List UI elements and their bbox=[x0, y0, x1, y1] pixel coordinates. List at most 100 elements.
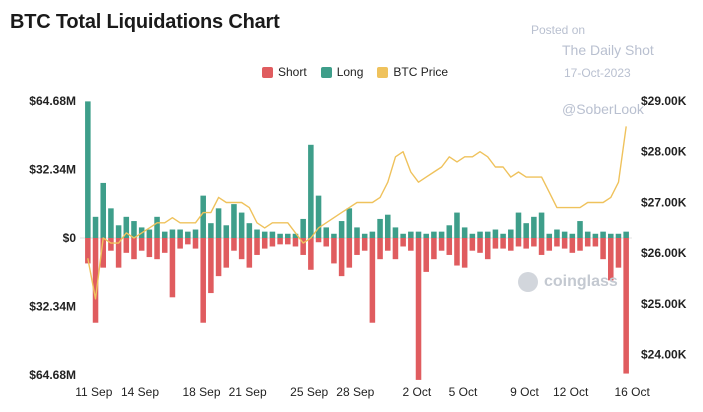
long-bar bbox=[415, 231, 422, 238]
short-bar bbox=[461, 238, 468, 268]
short-bar bbox=[431, 238, 437, 260]
long-bar bbox=[292, 233, 299, 238]
left-axis-tick-label: $32.34M bbox=[29, 163, 76, 177]
long-bar bbox=[577, 221, 583, 238]
short-bar bbox=[500, 238, 506, 249]
x-axis-tick-label: 14 Sep bbox=[121, 385, 159, 399]
long-bar bbox=[600, 231, 606, 238]
short-bar bbox=[361, 238, 368, 251]
long-bar bbox=[92, 216, 99, 238]
long-bar bbox=[346, 208, 353, 238]
short-bar bbox=[108, 238, 114, 251]
short-bar bbox=[123, 238, 130, 253]
long-bar bbox=[269, 231, 276, 238]
long-bar bbox=[177, 229, 183, 238]
short-bar bbox=[285, 238, 291, 245]
short-bar bbox=[484, 238, 491, 260]
long-bar bbox=[569, 233, 576, 238]
short-bar bbox=[508, 238, 514, 251]
short-bar bbox=[223, 238, 230, 268]
long-bar bbox=[154, 216, 160, 238]
short-bar bbox=[569, 238, 576, 253]
short-bar bbox=[377, 238, 383, 260]
short-bar bbox=[346, 238, 353, 268]
x-axis-tick-label: 16 Oct bbox=[614, 385, 650, 399]
long-bar bbox=[161, 231, 168, 238]
short-bar bbox=[177, 238, 183, 249]
long-bar bbox=[423, 233, 429, 238]
watermark-posted-on: Posted on bbox=[531, 23, 586, 37]
short-bar bbox=[469, 238, 476, 251]
short-bar bbox=[561, 238, 568, 249]
x-axis-tick-label: 28 Sep bbox=[336, 385, 374, 399]
short-bar bbox=[200, 238, 206, 323]
legend-long[interactable]: Long bbox=[320, 65, 363, 79]
legend-swatch-price bbox=[377, 66, 389, 78]
long-bar bbox=[523, 223, 529, 238]
left-axis-tick-label: $32.34M bbox=[29, 300, 76, 314]
x-axis-tick-label: 25 Sep bbox=[290, 385, 328, 399]
long-bar bbox=[469, 233, 476, 238]
long-bar bbox=[554, 229, 560, 238]
long-bar bbox=[123, 216, 130, 238]
short-bar bbox=[415, 238, 422, 380]
long-bar bbox=[608, 233, 614, 238]
x-axis-tick-label: 21 Sep bbox=[229, 385, 267, 399]
short-bar bbox=[523, 238, 529, 249]
right-axis-tick-label: $25.00K bbox=[641, 297, 687, 311]
left-axis-tick-label: $0 bbox=[63, 231, 77, 245]
short-bar bbox=[308, 238, 314, 270]
short-bar bbox=[261, 238, 268, 249]
coinglass-brand-text: coinglass bbox=[544, 273, 618, 290]
long-bar bbox=[231, 204, 237, 238]
short-bar bbox=[131, 238, 137, 260]
short-bar bbox=[300, 238, 306, 255]
long-bar bbox=[392, 227, 399, 238]
short-bar bbox=[546, 238, 553, 251]
short-bar bbox=[384, 238, 391, 251]
long-bar bbox=[623, 231, 629, 238]
long-bar bbox=[438, 231, 445, 238]
legend-swatch-short bbox=[262, 66, 273, 78]
long-bar bbox=[223, 225, 230, 238]
long-bar bbox=[400, 233, 406, 238]
short-bar bbox=[138, 238, 145, 251]
long-bar bbox=[384, 214, 391, 238]
legend-short[interactable]: Short bbox=[262, 65, 307, 79]
short-bar bbox=[246, 238, 253, 268]
long-bar bbox=[500, 233, 506, 238]
x-axis-tick-label: 18 Sep bbox=[182, 385, 220, 399]
short-bar bbox=[400, 238, 406, 247]
long-bar bbox=[308, 144, 314, 238]
x-axis-tick-label: 12 Oct bbox=[553, 385, 589, 399]
legend-price[interactable]: BTC Price bbox=[377, 65, 448, 79]
short-bar bbox=[615, 238, 622, 268]
short-bar bbox=[100, 238, 106, 268]
long-bar bbox=[192, 229, 199, 238]
long-bar bbox=[431, 231, 437, 238]
short-bar bbox=[554, 238, 560, 247]
left-axis-tick-label: $64.68M bbox=[29, 94, 76, 108]
short-bar bbox=[208, 238, 214, 294]
short-bar bbox=[354, 238, 360, 255]
short-bar bbox=[277, 238, 283, 245]
long-bar bbox=[492, 229, 499, 238]
short-bar bbox=[454, 238, 460, 266]
long-bar bbox=[169, 229, 176, 238]
short-bar bbox=[269, 238, 276, 247]
long-bar bbox=[254, 229, 260, 238]
long-bar bbox=[584, 231, 591, 238]
short-bar bbox=[115, 238, 122, 268]
long-bar bbox=[446, 225, 453, 238]
short-bar bbox=[215, 238, 222, 277]
short-bar bbox=[254, 238, 260, 255]
long-bar bbox=[361, 233, 368, 238]
long-bar bbox=[461, 227, 468, 238]
short-bar bbox=[584, 238, 591, 247]
short-bar bbox=[169, 238, 176, 298]
short-bar bbox=[392, 238, 399, 260]
x-axis-tick-label: 11 Sep bbox=[75, 385, 112, 399]
legend-label-short: Short bbox=[278, 65, 307, 79]
short-bar bbox=[315, 238, 322, 243]
